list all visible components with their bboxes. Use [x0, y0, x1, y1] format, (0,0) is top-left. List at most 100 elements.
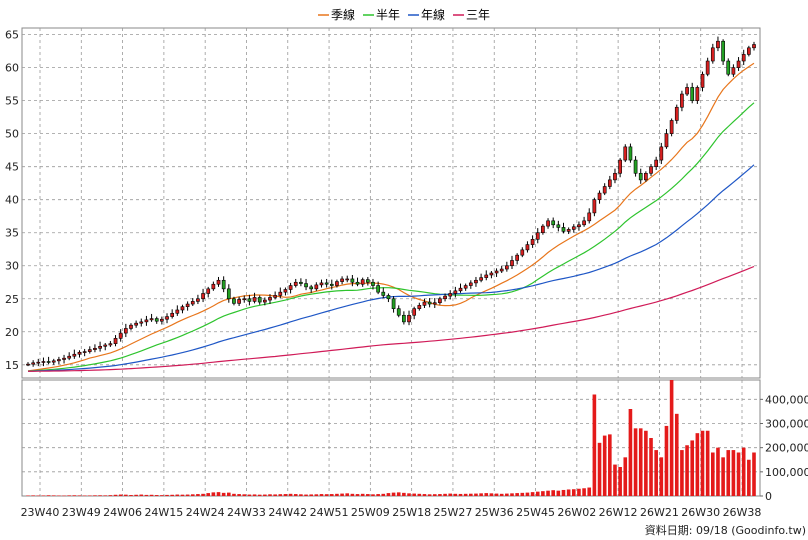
- volume-bar: [731, 450, 736, 496]
- volume-bar: [242, 494, 247, 496]
- candle-body: [309, 286, 314, 290]
- candle-body: [82, 351, 87, 353]
- candle-body: [165, 316, 169, 320]
- volume-bar: [386, 493, 391, 496]
- candle-body: [664, 133, 669, 148]
- volume-bar: [644, 430, 648, 496]
- candle-body: [293, 281, 298, 286]
- volume-bar: [345, 493, 350, 496]
- candle-body: [479, 277, 483, 281]
- volume-bar: [602, 435, 607, 496]
- x-tick-label: 23W49: [62, 506, 101, 519]
- volume-bar: [458, 493, 463, 496]
- candle-body: [98, 346, 102, 349]
- volume-grid: [21, 379, 761, 497]
- x-tick-label: 26W12: [599, 506, 638, 519]
- price-frame: [21, 27, 761, 379]
- candle-body: [57, 359, 61, 362]
- volume-bar: [556, 490, 561, 496]
- candle-body: [674, 106, 679, 121]
- candle-body: [46, 361, 51, 363]
- x-tick-label: 26W30: [681, 506, 720, 519]
- candle-body: [448, 293, 453, 297]
- x-axis: 23W40 23W49 24W06 24W15 24W24 24W33 24W42 24W51…: [21, 506, 762, 519]
- volume-bar: [391, 492, 396, 496]
- candle-body: [613, 172, 617, 181]
- volume-bar: [448, 493, 453, 496]
- volume-bar: [716, 447, 720, 496]
- volume-bar: [669, 380, 674, 496]
- candle-body: [206, 288, 211, 294]
- candle-body: [659, 146, 664, 161]
- volume-bar: [494, 493, 499, 496]
- candle-body: [530, 239, 535, 245]
- volume-bar: [87, 495, 92, 496]
- volume-tick-label: 100,000: [765, 466, 808, 479]
- volume-bar: [371, 494, 375, 496]
- candle-body: [510, 260, 514, 267]
- candle-body: [654, 159, 659, 167]
- candle-body: [587, 212, 592, 222]
- candle-body: [93, 347, 97, 350]
- volume-bar: [206, 493, 211, 496]
- price-tick-label: 65: [5, 29, 19, 42]
- candle-body: [365, 279, 370, 283]
- candle-body: [515, 254, 519, 261]
- candle-body: [355, 281, 360, 285]
- candle-body: [396, 308, 401, 316]
- candle-body: [149, 318, 154, 321]
- data-date-footer: 資料日期: 09/18 (Goodinfo.tw): [645, 523, 806, 537]
- candle-body: [752, 44, 756, 49]
- volume-bar: [711, 452, 715, 496]
- volume-bar: [329, 494, 334, 496]
- price-tick-label: 25: [5, 293, 19, 306]
- candle-body: [499, 268, 504, 272]
- candle-body: [154, 318, 159, 322]
- x-tick-label: 25W36: [475, 506, 514, 519]
- volume-bar: [134, 494, 138, 496]
- volume-bar: [185, 494, 190, 496]
- volume-bar: [108, 495, 113, 496]
- volume-bar: [355, 494, 360, 496]
- x-tick-label: 25W09: [351, 506, 390, 519]
- candle-body: [566, 229, 571, 232]
- volume-bar: [659, 457, 664, 496]
- volume-bar: [103, 495, 108, 496]
- volume-bar: [453, 493, 458, 496]
- volume-bar: [165, 494, 169, 496]
- candle-body: [644, 172, 648, 181]
- candle-body: [324, 282, 329, 285]
- volume-bar: [257, 494, 262, 496]
- volume-bar: [129, 495, 133, 496]
- volume-bar: [499, 493, 504, 496]
- volume-bar: [211, 492, 216, 496]
- candle-body: [412, 308, 417, 316]
- candle-body: [376, 285, 380, 293]
- volume-bar: [154, 495, 159, 496]
- price-grid: [21, 27, 761, 379]
- candle-body: [226, 288, 231, 300]
- x-tick-label: 24W06: [103, 506, 142, 519]
- price-tick-label: 30: [5, 260, 19, 273]
- candle-body: [247, 298, 252, 302]
- volume-bar: [700, 430, 705, 496]
- candle-body: [726, 60, 731, 75]
- candle-body: [695, 87, 700, 101]
- candle-body: [381, 291, 386, 296]
- volume-bar: [82, 495, 87, 497]
- candle-body: [417, 305, 422, 309]
- x-tick-label: 24W24: [186, 506, 225, 519]
- volume-bar: [376, 494, 380, 496]
- volume-bar: [695, 433, 700, 496]
- candle-body: [690, 87, 695, 101]
- price-tick-label: 45: [5, 161, 19, 174]
- candle-body: [190, 301, 195, 305]
- volume-bar: [190, 494, 195, 496]
- candle-body: [134, 322, 138, 326]
- candle-body: [525, 244, 530, 251]
- legend-label: 三年: [466, 8, 490, 22]
- volume-bar: [515, 493, 519, 496]
- volume-bar: [432, 494, 437, 496]
- candle-body: [283, 289, 288, 293]
- candle-body: [700, 73, 705, 88]
